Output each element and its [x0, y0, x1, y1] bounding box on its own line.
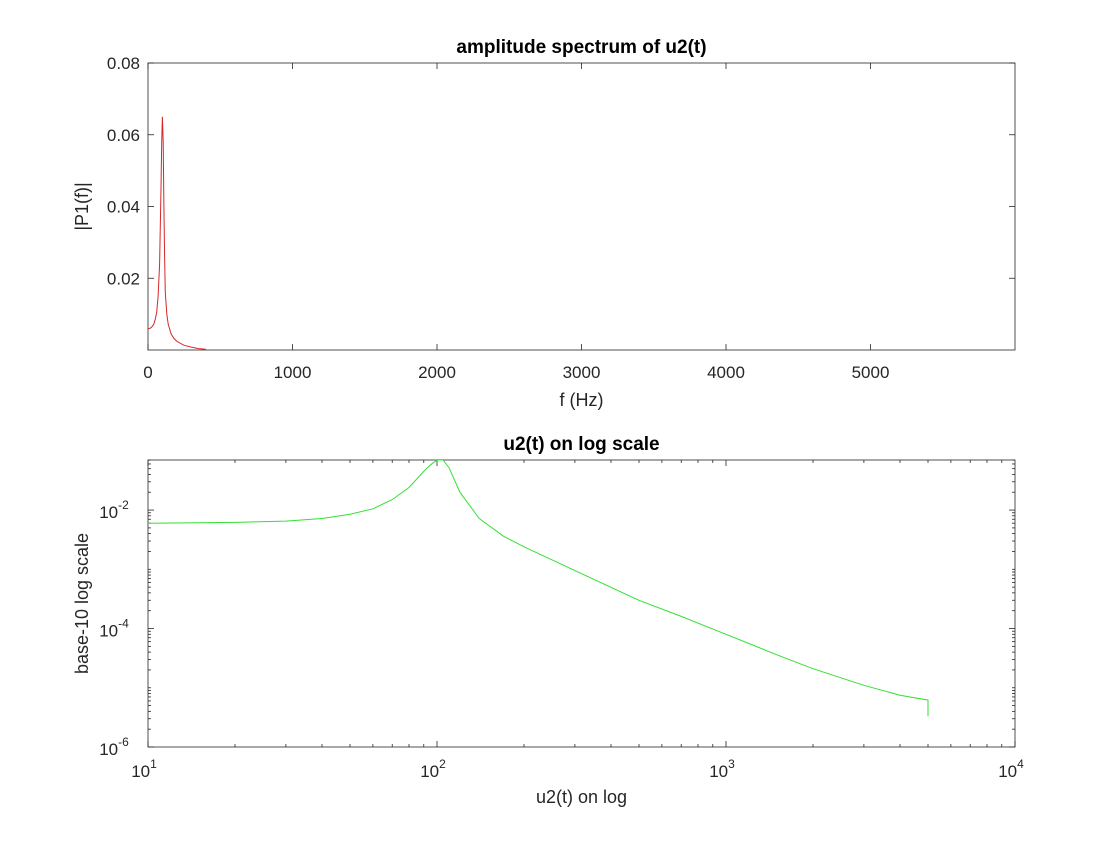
x-tick-label: 1000	[274, 363, 312, 382]
x-tick-base: 10	[709, 762, 728, 781]
y-tick-exp: -2	[118, 498, 129, 512]
x-tick-label: 103	[709, 757, 735, 781]
y-tick-label: 10-4	[99, 617, 129, 641]
x-tick-label: 104	[998, 757, 1024, 781]
series-line	[148, 460, 929, 717]
series-line	[148, 116, 206, 350]
x-axis-label: f (Hz)	[560, 390, 604, 410]
x-tick-label: 3000	[563, 363, 601, 382]
x-tick-label: 0	[143, 363, 152, 382]
y-tick-base: 10	[99, 503, 118, 522]
y-tick-exp: -6	[118, 735, 129, 749]
y-axis-label: |P1(f)|	[72, 182, 92, 230]
x-axis-label: u2(t) on log	[536, 787, 627, 807]
y-tick-base: 10	[99, 740, 118, 759]
x-tick-exp: 2	[439, 757, 446, 771]
y-tick-label: 0.08	[107, 54, 140, 73]
chart-title: amplitude spectrum of u2(t)	[456, 37, 706, 58]
y-tick-label: 10-6	[99, 735, 129, 759]
x-tick-label: 4000	[707, 363, 745, 382]
x-tick-label: 102	[420, 757, 446, 781]
y-tick-label: 0.06	[107, 126, 140, 145]
y-tick-base: 10	[99, 622, 118, 641]
plot-area	[147, 62, 1016, 351]
y-tick-label: 0.04	[107, 198, 140, 217]
x-tick-exp: 3	[728, 757, 735, 771]
y-axis-label: base-10 log scale	[72, 533, 92, 674]
chart-title: u2(t) on log scale	[503, 434, 659, 455]
x-tick-exp: 1	[150, 757, 157, 771]
spectrum-plot: amplitude spectrum of u2(t) f (Hz) |P1(f)|…	[72, 37, 1016, 410]
log-spectrum-plot: u2(t) on log scale u2(t) on log base-10 lo…	[72, 434, 1024, 807]
x-tick-base: 10	[420, 762, 439, 781]
x-tick-exp: 4	[1017, 757, 1024, 771]
y-tick-exp: -4	[118, 617, 129, 631]
x-tick-label: 2000	[418, 363, 456, 382]
x-tick-base: 10	[131, 762, 150, 781]
x-tick-label: 5000	[852, 363, 890, 382]
x-tick-label: 101	[131, 757, 157, 781]
plot-area	[147, 459, 1016, 748]
y-tick-label: 0.02	[107, 269, 140, 288]
y-tick-label: 10-2	[99, 498, 129, 522]
x-tick-base: 10	[998, 762, 1017, 781]
